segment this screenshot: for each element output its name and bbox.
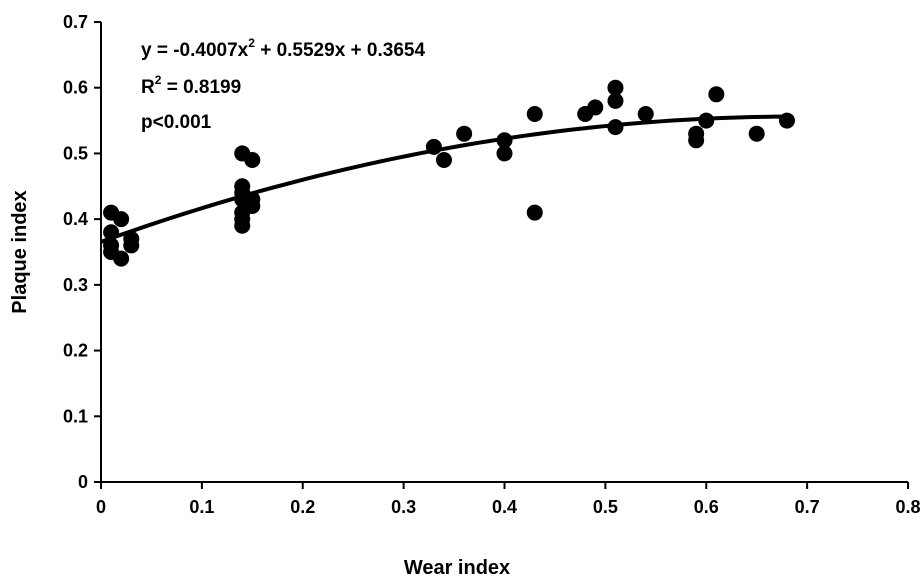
data-point xyxy=(637,106,654,122)
data-point xyxy=(607,79,624,96)
y-tick-label: 0.5 xyxy=(63,143,88,163)
x-tick-label: 0.2 xyxy=(290,497,315,517)
x-tick-label: 0.3 xyxy=(391,497,416,517)
y-tick-label: 0.7 xyxy=(63,12,88,32)
annotation-block: y = -0.4007x2 + 0.5529x + 0.3654 R2 = 0.… xyxy=(141,36,425,133)
r-squared-annotation: R2 = 0.8199 xyxy=(141,73,241,98)
data-point xyxy=(244,152,261,168)
data-points xyxy=(103,79,795,267)
y-tick-label: 0.2 xyxy=(63,341,88,361)
data-point xyxy=(778,112,795,129)
data-point xyxy=(607,119,624,136)
data-point xyxy=(103,224,120,241)
trendline-group xyxy=(100,114,787,244)
y-tick-label: 0.4 xyxy=(63,209,88,229)
data-point xyxy=(435,152,452,168)
data-point xyxy=(456,125,473,142)
data-point xyxy=(688,132,705,149)
ticks: 0 0.1 0.2 0.3 0.4 0.5 0.6 0.7 0 0.1 0.2 0.3 0.4 0.5 0.… xyxy=(63,12,921,517)
equation-annotation: y = -0.4007x2 + 0.5529x + 0.3654 xyxy=(141,36,425,61)
data-point xyxy=(113,250,130,267)
x-axis-title: Wear index xyxy=(404,557,510,579)
y-tick-label: 0 xyxy=(78,472,88,492)
trendline xyxy=(100,114,787,244)
data-point xyxy=(708,86,725,103)
x-tick-label: 0.4 xyxy=(492,497,517,517)
y-axis-title: Plaque index xyxy=(9,190,31,313)
x-tick-label: 0.7 xyxy=(795,497,820,517)
x-tick-label: 0.6 xyxy=(694,497,719,517)
data-point xyxy=(587,99,604,116)
data-point xyxy=(607,92,624,109)
data-point xyxy=(748,125,765,142)
data-point xyxy=(496,132,513,149)
data-point xyxy=(234,217,251,234)
data-point xyxy=(113,211,130,228)
data-point xyxy=(526,106,543,122)
data-point xyxy=(496,145,513,162)
data-point xyxy=(123,237,140,254)
x-tick-label: 0.8 xyxy=(895,497,920,517)
p-value-annotation: p<0.001 xyxy=(141,112,212,133)
y-tick-label: 0.3 xyxy=(63,275,88,295)
data-point xyxy=(698,112,715,129)
data-point xyxy=(526,204,543,221)
y-tick-label: 0.1 xyxy=(63,406,88,426)
data-point xyxy=(244,198,261,214)
x-tick-label: 0 xyxy=(96,497,106,517)
x-tick-label: 0.5 xyxy=(593,497,618,517)
x-tick-label: 0.1 xyxy=(189,497,214,517)
y-tick-label: 0.6 xyxy=(63,78,88,98)
data-point xyxy=(425,138,442,155)
